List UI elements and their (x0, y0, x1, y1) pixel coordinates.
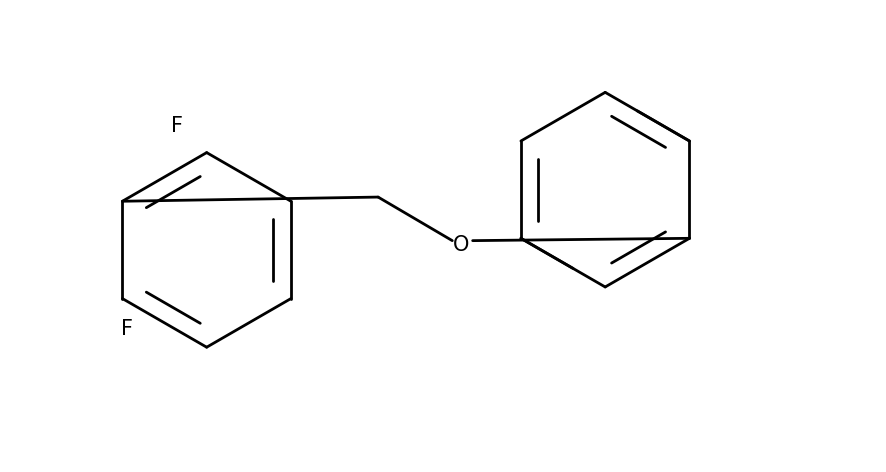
Text: O: O (454, 235, 470, 255)
Text: F: F (171, 116, 183, 136)
Text: F: F (121, 319, 133, 339)
